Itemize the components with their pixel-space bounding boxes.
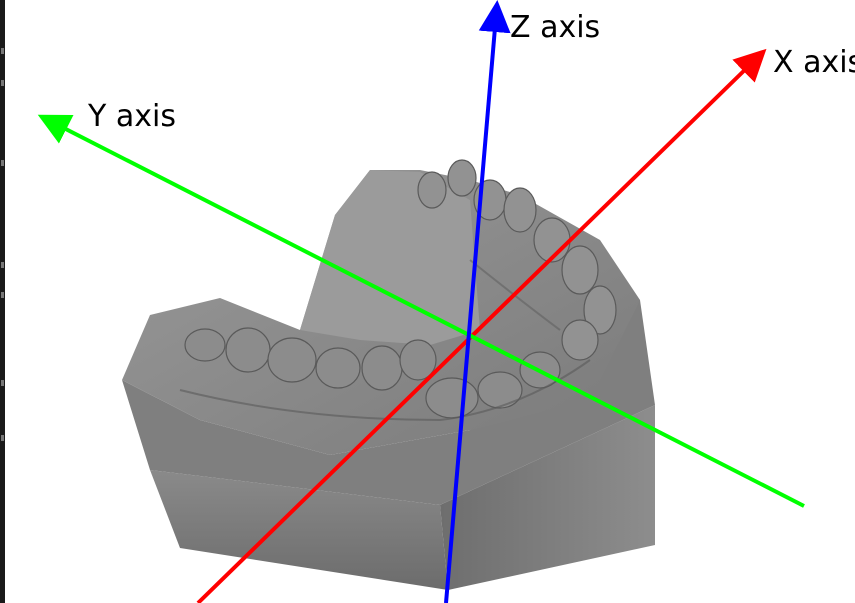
model-base-side bbox=[440, 405, 655, 590]
y-axis-label: Y axis bbox=[87, 99, 176, 134]
z-axis-label: Z axis bbox=[510, 10, 600, 45]
model-base-front bbox=[150, 470, 448, 590]
model-palate-wall bbox=[300, 170, 480, 345]
y-axis-line bbox=[37, 114, 805, 508]
x-axis-label: X axis bbox=[773, 45, 855, 80]
dental-model[interactable] bbox=[122, 159, 655, 590]
window-left-edge bbox=[0, 0, 5, 603]
x-axis-line bbox=[196, 48, 767, 603]
z-axis-line bbox=[444, 0, 511, 603]
model-base-rim bbox=[122, 270, 655, 505]
model-shadow-detail-2 bbox=[469, 259, 561, 331]
model-shadow-detail bbox=[179, 359, 591, 422]
